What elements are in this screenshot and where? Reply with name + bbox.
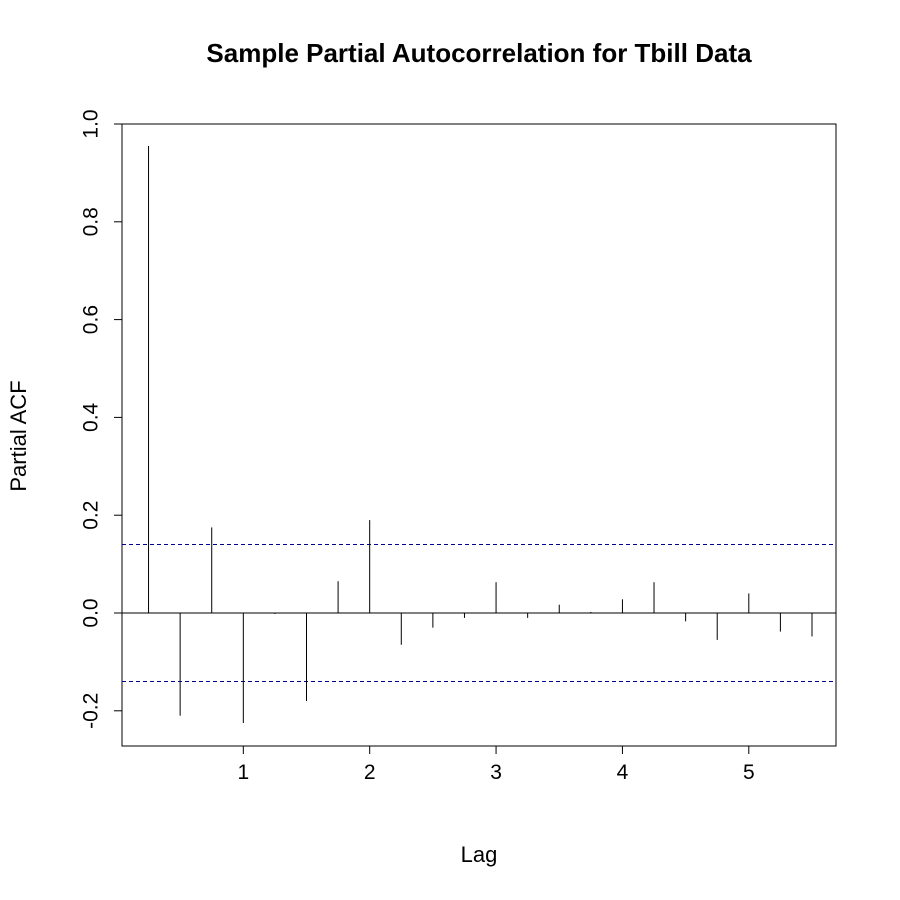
y-tick-label: 0.0 [80,598,103,627]
x-axis-label: Lag [461,842,498,867]
y-tick-label: 0.4 [80,402,103,432]
y-tick-label: 0.6 [80,305,103,334]
x-tick-label: 5 [743,761,755,784]
y-axis-label: Partial ACF [6,380,31,491]
x-tick-label: 2 [364,761,376,784]
chart-title: Sample Partial Autocorrelation for Tbill… [206,38,752,68]
x-tick-label: 1 [237,761,249,784]
y-tick-label: 1.0 [80,109,103,138]
y-tick-label: 0.2 [80,501,103,530]
y-tick-label: 0.8 [80,207,103,236]
plot-frame [121,123,837,747]
x-tick-label: 4 [617,761,629,784]
y-tick-label: -0.2 [80,693,103,729]
x-tick-label: 3 [490,761,502,784]
chart-marks: -0.2 0.0 0.2 0.4 0.6 0.8 1.0 1 2 3 4 5 [80,109,836,784]
